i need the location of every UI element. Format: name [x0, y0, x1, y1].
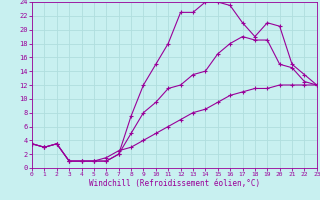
X-axis label: Windchill (Refroidissement éolien,°C): Windchill (Refroidissement éolien,°C)	[89, 179, 260, 188]
